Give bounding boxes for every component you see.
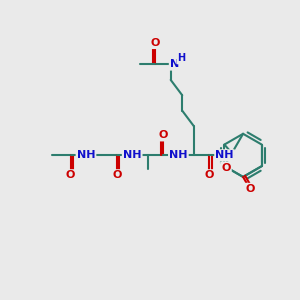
Text: NH: NH bbox=[77, 150, 95, 160]
Text: O: O bbox=[245, 184, 255, 194]
Text: O: O bbox=[221, 163, 231, 173]
Text: NH: NH bbox=[215, 150, 234, 160]
Text: O: O bbox=[205, 170, 214, 180]
Text: N: N bbox=[170, 59, 179, 70]
Text: O: O bbox=[158, 130, 168, 140]
Text: H: H bbox=[177, 53, 185, 63]
Text: NH: NH bbox=[169, 150, 188, 160]
Text: O: O bbox=[151, 38, 160, 48]
Text: O: O bbox=[112, 170, 122, 180]
Text: NH: NH bbox=[123, 150, 141, 160]
Text: O: O bbox=[66, 170, 75, 180]
